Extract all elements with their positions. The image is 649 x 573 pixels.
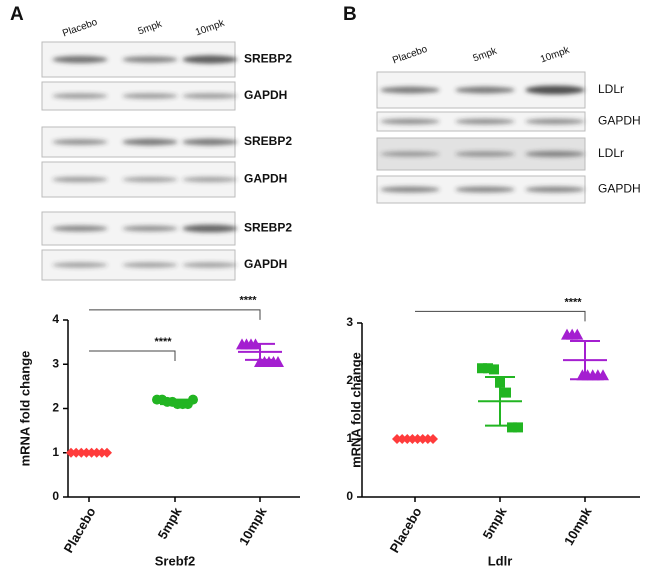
blot-band — [525, 118, 585, 125]
blot-band — [182, 262, 238, 268]
x-tick-label: 10mpk — [561, 504, 595, 548]
blot-band — [455, 186, 515, 193]
blot-band — [52, 262, 108, 268]
blot-label: LDLr — [598, 146, 624, 160]
x-tick-label: Placebo — [387, 505, 425, 556]
blot-label: SREBP2 — [244, 52, 292, 66]
data-point — [501, 387, 511, 398]
y-tick-label: 0 — [52, 489, 59, 503]
x-axis-title: Srebf2 — [155, 553, 195, 568]
blot-band — [52, 93, 108, 99]
blot-band — [380, 151, 440, 157]
blot-band — [122, 176, 178, 183]
blot-band — [455, 151, 515, 157]
y-tick-label: 3 — [346, 315, 353, 329]
blot-band — [182, 55, 238, 64]
blot-band — [182, 138, 238, 146]
blot-band — [525, 186, 585, 193]
panel-label: B — [343, 4, 357, 25]
significance-label: **** — [239, 295, 257, 307]
y-tick-label: 1 — [346, 431, 353, 445]
significance-label: **** — [564, 296, 582, 308]
y-axis-title: mRNA fold change — [17, 351, 32, 467]
blot-band — [122, 138, 178, 146]
lane-label: Placebo — [61, 17, 99, 40]
blot-band — [380, 186, 440, 193]
blot-band — [52, 55, 108, 64]
blot-band — [182, 224, 238, 233]
significance-bracket — [89, 309, 261, 320]
x-axis-title: Ldlr — [488, 553, 513, 568]
x-tick-label: 10mpk — [236, 504, 270, 548]
blot-label: LDLr — [598, 82, 624, 96]
blot-band — [122, 56, 178, 63]
blot-band — [52, 139, 108, 145]
y-tick-label: 0 — [346, 489, 353, 503]
x-tick-label: 5mpk — [480, 504, 510, 542]
y-tick-label: 1 — [52, 445, 59, 459]
blot-label: GAPDH — [598, 182, 641, 196]
blot-band — [122, 93, 178, 99]
x-tick-label: Placebo — [61, 505, 99, 556]
blot-band — [182, 176, 238, 183]
blot-band — [52, 176, 108, 183]
lane-label: 10mpk — [539, 44, 572, 65]
data-point — [513, 422, 523, 433]
y-tick-label: 4 — [52, 312, 59, 326]
lane-label: 5mpk — [472, 45, 500, 64]
significance-label: **** — [154, 336, 172, 348]
blot-label: GAPDH — [244, 257, 287, 271]
blot-label: GAPDH — [244, 88, 287, 102]
significance-bracket — [89, 350, 176, 361]
blot-label: SREBP2 — [244, 134, 292, 148]
blot-band — [455, 86, 515, 94]
blot-band — [380, 118, 440, 125]
data-point — [507, 422, 517, 433]
blot-band — [380, 86, 440, 94]
data-point — [597, 369, 609, 381]
data-point — [571, 328, 584, 340]
data-point — [272, 356, 284, 368]
panel-label: A — [10, 4, 24, 25]
blot-band — [122, 225, 178, 232]
y-axis-title: mRNA fold change — [348, 352, 363, 468]
blot-label: GAPDH — [244, 172, 287, 186]
blot-band — [455, 118, 515, 125]
data-point — [489, 364, 499, 375]
lane-label: 10mpk — [194, 17, 227, 38]
lane-label: Placebo — [391, 44, 429, 67]
data-point — [477, 363, 487, 374]
blot-band — [52, 225, 108, 232]
y-tick-label: 2 — [346, 373, 353, 387]
blot-band — [525, 85, 585, 95]
blot-label: GAPDH — [598, 114, 641, 128]
blot-label: SREBP2 — [244, 221, 292, 235]
blot-band — [122, 262, 178, 268]
blot-band — [182, 93, 238, 99]
blot-band — [525, 150, 585, 158]
significance-bracket — [415, 310, 586, 322]
y-tick-label: 2 — [52, 401, 59, 415]
data-point — [483, 363, 493, 374]
lane-label: 5mpk — [137, 18, 165, 37]
x-tick-label: 5mpk — [155, 504, 185, 542]
y-tick-label: 3 — [52, 356, 59, 370]
